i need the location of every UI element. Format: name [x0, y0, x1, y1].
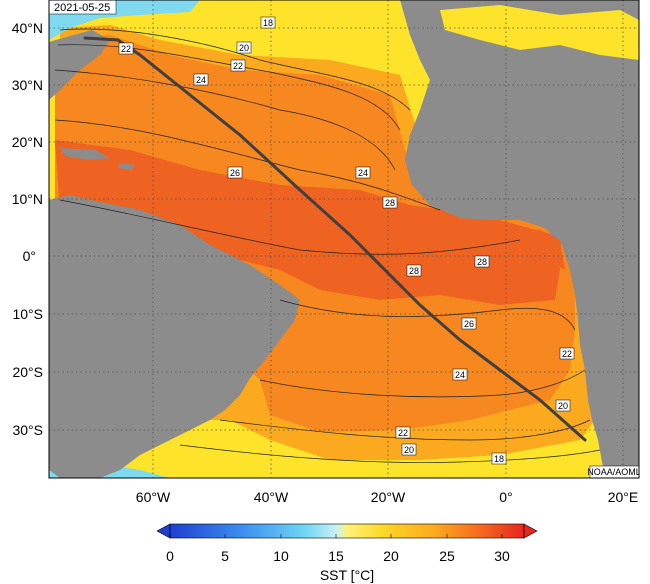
lon-label: 0°: [499, 489, 512, 505]
warmest-water-region: [55, 140, 560, 305]
svg-text:24: 24: [358, 168, 368, 178]
colorbar-tick-label: 15: [328, 548, 344, 564]
credit-box: [589, 465, 639, 478]
svg-text:22: 22: [233, 61, 243, 71]
isotherm-label: 18: [260, 16, 276, 29]
lat-label: 30°N: [12, 77, 43, 93]
svg-text:28: 28: [477, 257, 487, 267]
mediterranean-sea: [440, 5, 639, 60]
colorbar-tick-label: 25: [439, 548, 455, 564]
lon-label: 40°W: [254, 489, 289, 505]
latitude-labels: 40°N 30°N 20°N 10°N 0° 10°S 20°S 30°S: [12, 20, 43, 438]
isotherm-label: 28: [406, 264, 422, 277]
colorbar-tick-label: 0: [166, 548, 174, 564]
colorbar-tick-label: 30: [494, 548, 510, 564]
svg-text:20: 20: [239, 43, 249, 53]
colorbar-gradient: [169, 523, 525, 539]
isotherm-label: 26: [227, 166, 243, 179]
svg-text:24: 24: [455, 370, 465, 380]
isotherm-label: 28: [474, 255, 490, 268]
south-america-land: [49, 195, 300, 478]
lat-label: 40°N: [12, 20, 43, 36]
lon-label: 20°E: [608, 489, 639, 505]
isotherm-label: 24: [452, 368, 468, 381]
colorbar-tick-label: 20: [383, 548, 399, 564]
isotherm-label: 28: [382, 196, 398, 209]
colorbar-tick-label: 5: [221, 548, 229, 564]
isotherm-label: 22: [395, 426, 411, 439]
isotherm-label: 20: [401, 443, 417, 456]
svg-text:20: 20: [404, 445, 414, 455]
map-area: 18 20 22 24 26 24 28 28 28 26 24 22 20 2…: [49, 0, 641, 478]
date-label: 2021-05-25: [54, 2, 110, 14]
gulf-of-guinea-water: [470, 225, 565, 270]
svg-text:18: 18: [494, 454, 504, 464]
svg-text:26: 26: [464, 319, 474, 329]
isotherm-label: 26: [461, 317, 477, 330]
graticule: [49, 0, 639, 478]
isotherm-label: 18: [491, 452, 507, 465]
credit-label: NOAA/AOML: [587, 467, 641, 477]
lat-label: 20°S: [12, 364, 43, 380]
isotherm-labels: 18 20 22 24 26 24 28 28 28 26 24 22 20 2…: [118, 16, 575, 465]
lon-label: 60°W: [136, 489, 171, 505]
colorbar-ticks: [169, 534, 503, 538]
svg-text:18: 18: [263, 18, 273, 28]
longitude-labels: 60°W 40°W 20°W 0° 20°E: [136, 489, 638, 505]
date-label-box: [49, 0, 117, 15]
svg-text:26: 26: [230, 168, 240, 178]
north-america-land: [49, 30, 110, 100]
svg-text:22: 22: [562, 349, 572, 359]
svg-text:20: 20: [558, 401, 568, 411]
caribbean-islands-land: [60, 148, 135, 170]
colorbar-tick-label: 10: [273, 548, 289, 564]
isotherm-label: 22: [118, 42, 134, 55]
lat-label: 30°S: [12, 422, 43, 438]
colorbar: 0 5 10 15 20 25 30 SST [°C]: [156, 523, 538, 583]
colorbar-high-arrow: [523, 523, 538, 539]
lon-label: 20°W: [371, 489, 406, 505]
colorbar-title: SST [°C]: [320, 567, 374, 583]
isotherm-label: 24: [193, 73, 209, 86]
isotherm-contours: [54, 28, 601, 463]
lat-label: 10°S: [12, 306, 43, 322]
map-frame: [48, 0, 640, 479]
isotherm-label: 22: [230, 59, 246, 72]
isotherm-label: 20: [555, 399, 571, 412]
svg-text:22: 22: [398, 428, 408, 438]
lat-label: 0°: [23, 248, 36, 264]
isotherm-label: 24: [355, 166, 371, 179]
isotherm-label: 20: [236, 41, 252, 54]
colorbar-low-arrow: [156, 523, 171, 539]
lat-label: 10°N: [12, 191, 43, 207]
svg-text:22: 22: [121, 44, 131, 54]
lat-label: 20°N: [12, 134, 43, 150]
svg-text:28: 28: [385, 198, 395, 208]
europe-africa-land: [400, 0, 639, 478]
isotherm-label: 22: [559, 347, 575, 360]
ship-track: [83, 36, 587, 442]
svg-text:28: 28: [409, 266, 419, 276]
svg-text:24: 24: [196, 75, 206, 85]
